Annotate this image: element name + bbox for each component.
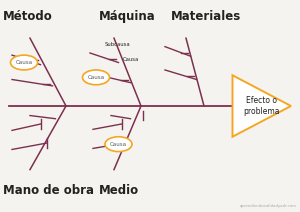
Text: Causa: Causa [87,75,105,80]
Text: Método: Método [3,10,53,24]
Text: Medio: Medio [99,184,139,197]
Text: Máquina: Máquina [99,10,156,24]
Text: Efecto o
problema: Efecto o problema [243,96,279,116]
Polygon shape [232,75,291,137]
Text: Causa: Causa [15,60,33,65]
Ellipse shape [11,55,38,70]
Ellipse shape [105,137,132,152]
Text: Materiales: Materiales [171,10,241,24]
Text: Subcausa: Subcausa [104,42,130,47]
Text: Mano de obra: Mano de obra [3,184,94,197]
Text: Causa: Causa [122,57,139,62]
Text: Causa: Causa [110,142,127,147]
Text: aprendiendocalidadyadr.com: aprendiendocalidadyadr.com [240,204,297,208]
Ellipse shape [82,70,109,85]
